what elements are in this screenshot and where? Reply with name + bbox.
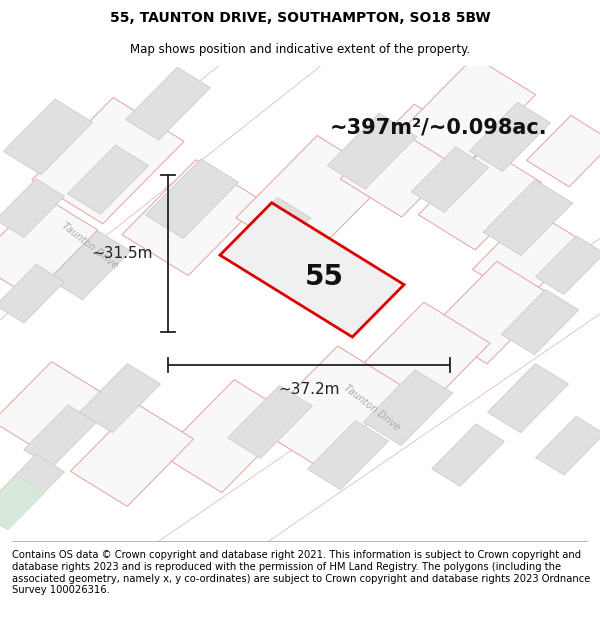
- Polygon shape: [0, 195, 98, 298]
- Polygon shape: [535, 236, 600, 294]
- Polygon shape: [122, 160, 262, 276]
- Polygon shape: [431, 424, 505, 486]
- Polygon shape: [501, 289, 579, 355]
- Text: 55, TAUNTON DRIVE, SOUTHAMPTON, SO18 5BW: 55, TAUNTON DRIVE, SOUTHAMPTON, SO18 5BW: [110, 11, 490, 26]
- Polygon shape: [472, 209, 584, 302]
- Text: ~397m²/~0.098ac.: ~397m²/~0.098ac.: [330, 118, 548, 138]
- Text: Contains OS data © Crown copyright and database right 2021. This information is : Contains OS data © Crown copyright and d…: [12, 551, 590, 595]
- Polygon shape: [0, 475, 44, 530]
- Text: Taunton Drive: Taunton Drive: [342, 382, 402, 432]
- Text: ~31.5m: ~31.5m: [91, 246, 153, 261]
- Polygon shape: [229, 198, 311, 266]
- Polygon shape: [145, 159, 239, 238]
- Polygon shape: [70, 404, 194, 506]
- Polygon shape: [350, 302, 490, 418]
- Text: Taunton Drive: Taunton Drive: [60, 221, 120, 271]
- Polygon shape: [340, 104, 476, 217]
- Polygon shape: [0, 179, 65, 238]
- Polygon shape: [157, 234, 600, 586]
- Polygon shape: [327, 113, 417, 189]
- Polygon shape: [32, 98, 184, 224]
- Polygon shape: [411, 147, 489, 213]
- Polygon shape: [220, 202, 404, 337]
- Polygon shape: [23, 405, 97, 468]
- Polygon shape: [363, 370, 453, 446]
- Text: ~37.2m: ~37.2m: [278, 381, 340, 396]
- Polygon shape: [527, 116, 600, 187]
- Polygon shape: [227, 386, 313, 458]
- Polygon shape: [430, 261, 554, 364]
- Polygon shape: [0, 362, 104, 454]
- Polygon shape: [400, 57, 536, 169]
- Polygon shape: [160, 379, 296, 492]
- Polygon shape: [125, 68, 211, 140]
- Polygon shape: [256, 346, 404, 469]
- Polygon shape: [67, 145, 149, 214]
- Polygon shape: [236, 136, 388, 262]
- Polygon shape: [483, 180, 573, 256]
- Polygon shape: [0, 454, 65, 513]
- Text: 55: 55: [305, 263, 343, 291]
- Polygon shape: [418, 148, 542, 250]
- Polygon shape: [3, 99, 93, 175]
- Polygon shape: [487, 364, 569, 432]
- Text: Map shows position and indicative extent of the property.: Map shows position and indicative extent…: [130, 42, 470, 56]
- Polygon shape: [0, 0, 355, 323]
- Polygon shape: [79, 364, 161, 432]
- Polygon shape: [469, 102, 551, 171]
- Polygon shape: [535, 416, 600, 475]
- Polygon shape: [49, 231, 131, 300]
- Polygon shape: [0, 264, 65, 323]
- Polygon shape: [307, 421, 389, 490]
